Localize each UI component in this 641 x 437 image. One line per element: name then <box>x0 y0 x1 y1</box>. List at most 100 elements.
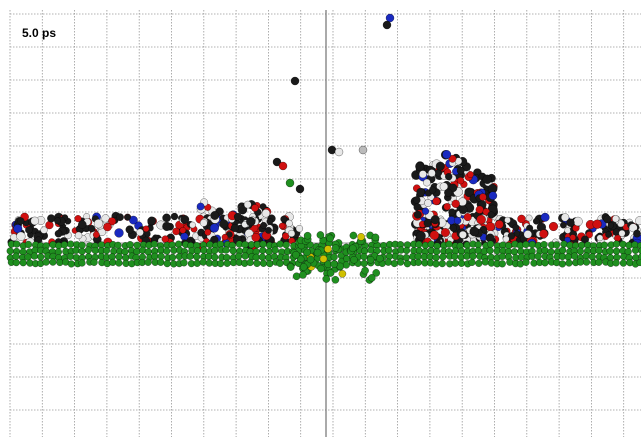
atom <box>158 253 165 260</box>
atom <box>518 215 526 223</box>
atom <box>385 259 392 266</box>
atom <box>7 248 14 255</box>
atom <box>207 241 214 248</box>
atom <box>350 256 357 263</box>
atom <box>122 249 129 256</box>
atom <box>13 241 20 248</box>
atom <box>476 206 484 214</box>
atom <box>211 211 219 219</box>
atom <box>157 259 164 266</box>
atom <box>328 146 336 154</box>
atom <box>292 251 299 258</box>
atom <box>361 253 368 260</box>
atom <box>559 261 566 268</box>
atom <box>224 260 231 267</box>
atom <box>503 236 509 242</box>
atom <box>279 223 285 229</box>
atom <box>197 203 204 210</box>
atom <box>151 253 158 260</box>
atom <box>464 242 471 249</box>
atom <box>526 215 532 221</box>
atom <box>230 247 237 254</box>
atom <box>79 248 86 255</box>
atom <box>260 241 267 248</box>
atom <box>428 169 435 176</box>
atom <box>477 215 486 224</box>
atom <box>331 254 338 261</box>
atom <box>200 247 207 254</box>
atom <box>620 260 627 267</box>
atom <box>428 241 435 248</box>
atom <box>291 77 299 85</box>
atom <box>327 269 334 276</box>
atom <box>452 260 459 267</box>
atom <box>286 179 294 187</box>
atom <box>391 260 398 267</box>
atom <box>413 196 420 203</box>
atom <box>163 248 170 255</box>
atom <box>607 248 614 255</box>
atom <box>85 247 92 254</box>
atom <box>91 259 98 266</box>
atom <box>193 253 200 260</box>
atom <box>416 231 425 240</box>
atom <box>549 222 558 231</box>
atom <box>368 247 375 254</box>
atom <box>259 247 266 254</box>
atom <box>162 214 170 222</box>
atom <box>383 21 391 29</box>
atom <box>483 175 492 184</box>
atom <box>317 231 324 238</box>
atom <box>541 241 548 248</box>
atom <box>175 241 182 248</box>
atom <box>499 253 506 260</box>
atom <box>25 241 32 248</box>
atom <box>279 162 287 170</box>
atom <box>181 215 189 223</box>
atom <box>467 171 473 177</box>
atom <box>10 234 17 241</box>
atom <box>358 233 365 240</box>
atom <box>180 227 186 233</box>
atom <box>314 249 321 256</box>
atom <box>613 260 620 267</box>
atom <box>601 242 608 249</box>
atom <box>254 260 261 267</box>
atom <box>620 241 627 248</box>
atom <box>162 222 171 231</box>
atom <box>459 206 467 214</box>
atom <box>372 234 379 241</box>
atom <box>422 208 429 215</box>
atom <box>189 222 195 228</box>
atom <box>444 203 451 210</box>
atom <box>260 260 267 267</box>
atom <box>151 241 158 248</box>
atom <box>61 241 68 248</box>
atom <box>103 247 110 254</box>
atom <box>386 247 393 254</box>
atom <box>287 264 294 271</box>
atom <box>386 253 393 260</box>
atom <box>470 253 477 260</box>
atom <box>339 270 346 277</box>
atom <box>78 221 86 229</box>
atom <box>436 162 445 171</box>
atom <box>451 253 458 260</box>
atom <box>145 259 152 266</box>
atom <box>541 213 550 222</box>
atom <box>427 253 434 260</box>
atom <box>444 189 452 197</box>
atom <box>422 242 429 249</box>
atom <box>608 222 614 228</box>
atom <box>115 228 124 237</box>
atom <box>524 230 532 238</box>
atom <box>296 185 304 193</box>
atom <box>181 259 188 266</box>
atom <box>506 259 513 266</box>
atom <box>595 259 602 266</box>
atom <box>127 241 134 248</box>
atom <box>612 215 619 222</box>
atom <box>605 231 611 237</box>
atom <box>205 229 211 235</box>
atom <box>553 259 560 266</box>
